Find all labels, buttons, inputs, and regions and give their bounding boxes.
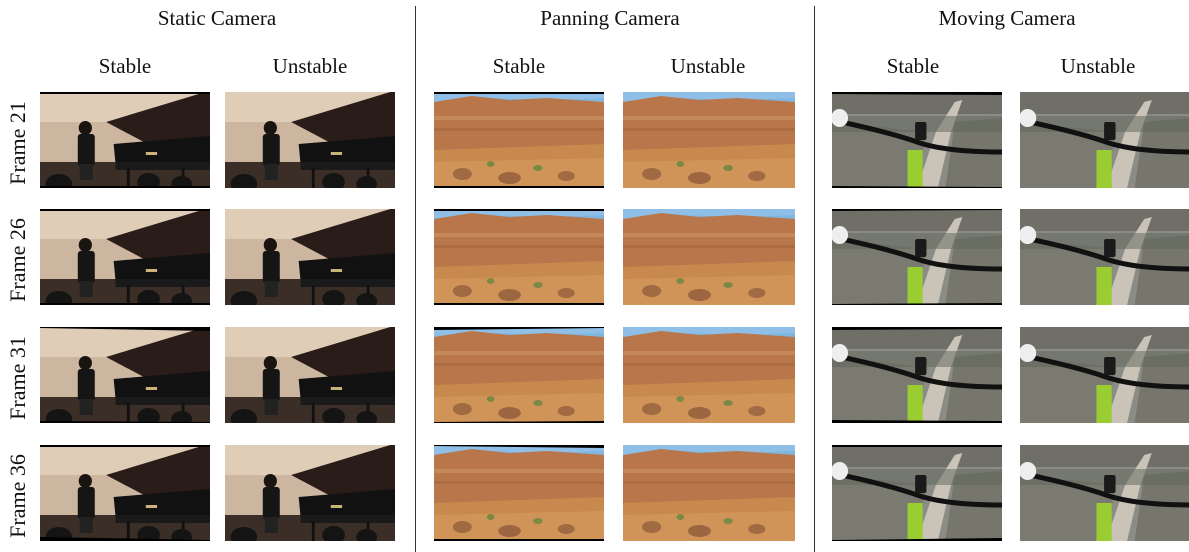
divider-left: [415, 6, 416, 552]
divider-right: [814, 6, 815, 552]
row-label-frame-31: Frame 31: [5, 336, 31, 420]
frame-bike-stable-1: [832, 92, 1002, 188]
col-label-moving-stable: Stable: [886, 54, 940, 78]
frame-canyon-unstable-4: [623, 445, 795, 541]
frame-piano-unstable-4: [225, 445, 395, 541]
frame-bike-unstable-3: [1020, 327, 1189, 423]
frame-piano-stable-2: [40, 209, 210, 305]
frame-bike-unstable-1: [1020, 92, 1189, 188]
group-title-moving: Moving Camera: [938, 6, 1076, 30]
frame-canyon-stable-4: [434, 445, 604, 541]
frame-canyon-stable-1: [434, 92, 604, 188]
col-label-static-stable: Stable: [98, 54, 152, 78]
col-label-panning-stable: Stable: [492, 54, 546, 78]
frame-bike-stable-2: [832, 209, 1002, 305]
frame-piano-unstable-3: [225, 327, 395, 423]
frame-canyon-unstable-1: [623, 92, 795, 188]
frame-piano-unstable-2: [225, 209, 395, 305]
frame-piano-stable-3: [40, 327, 210, 423]
row-label-frame-26: Frame 26: [5, 218, 31, 302]
frame-piano-stable-4: [40, 445, 210, 541]
col-label-moving-unstable: Unstable: [1060, 54, 1136, 78]
col-label-static-unstable: Unstable: [272, 54, 348, 78]
frame-bike-stable-3: [832, 327, 1002, 423]
frame-canyon-stable-2: [434, 209, 604, 305]
row-label-frame-21: Frame 21: [5, 101, 31, 185]
frame-piano-stable-1: [40, 92, 210, 188]
row-label-frame-36: Frame 36: [5, 454, 31, 538]
frame-canyon-stable-3: [434, 327, 604, 423]
col-label-panning-unstable: Unstable: [670, 54, 746, 78]
frame-bike-stable-4: [832, 445, 1002, 541]
frame-piano-unstable-1: [225, 92, 395, 188]
group-title-panning: Panning Camera: [540, 6, 680, 30]
frame-bike-unstable-4: [1020, 445, 1189, 541]
frame-canyon-unstable-3: [623, 327, 795, 423]
group-title-static: Static Camera: [157, 6, 277, 30]
frame-bike-unstable-2: [1020, 209, 1189, 305]
frame-canyon-unstable-2: [623, 209, 795, 305]
